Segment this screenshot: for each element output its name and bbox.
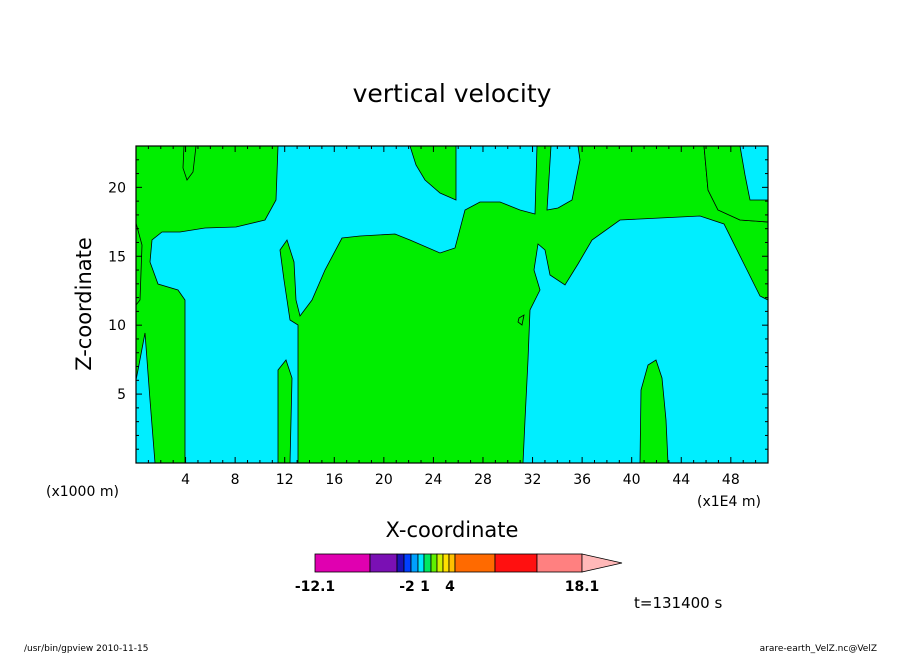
y-tick-label: 10 <box>108 318 126 334</box>
colorbar-segment <box>536 553 583 573</box>
colorbar-segment <box>314 553 371 573</box>
y-axis-label: Z-coordinate <box>72 237 96 371</box>
chart-title: vertical velocity <box>353 79 552 108</box>
y-axis-ticks: 5 10 15 20 <box>108 159 768 450</box>
colorbar-segment <box>403 553 412 573</box>
footer-right: arare-earth_VelZ.nc@VelZ <box>760 644 877 654</box>
colorbar-segment <box>454 553 496 573</box>
colorbar-label: 18.1 <box>565 579 600 595</box>
x-tick-label: 44 <box>672 472 690 488</box>
updraft-region-center <box>182 146 197 181</box>
updraft-region-main <box>277 359 293 463</box>
updraft-speck <box>517 314 525 326</box>
colorbar-segment <box>410 553 419 573</box>
x-axis-ticks: 4 8 12 16 20 24 28 32 36 40 44 48 <box>147 146 757 488</box>
colorbar-segment <box>396 553 405 573</box>
time-label: t=131400 s <box>634 594 722 612</box>
colorbar-segment <box>448 553 456 573</box>
y-tick-label: 5 <box>117 387 126 403</box>
x-tick-label: 4 <box>181 472 190 488</box>
x-tick-label: 40 <box>623 472 641 488</box>
footer-left: /usr/bin/gpview 2010-11-15 <box>24 644 148 654</box>
x-unit-left: (x1000 m) <box>46 484 119 500</box>
colorbar-segment <box>417 553 425 573</box>
x-tick-label: 8 <box>231 472 240 488</box>
colorbar-segment <box>442 553 450 573</box>
colorbar-segment <box>423 553 432 573</box>
y-tick-label: 20 <box>108 180 126 196</box>
y-tick-label: 15 <box>108 249 126 265</box>
updraft-region-right-column <box>639 359 669 463</box>
x-tick-label: 28 <box>474 472 492 488</box>
colorbar-label: 4 <box>445 579 455 595</box>
x-unit-right: (x1E4 m) <box>697 494 761 510</box>
x-tick-label: 20 <box>375 472 393 488</box>
updraft-region-core <box>279 146 768 463</box>
colorbar <box>314 553 623 573</box>
colorbar-label: -12.1 <box>295 579 335 595</box>
x-axis-label: X-coordinate <box>386 518 519 542</box>
contour-fills <box>136 146 768 463</box>
colorbar-segment <box>430 553 438 573</box>
colorbar-segment <box>436 553 444 573</box>
x-tick-label: 16 <box>325 472 343 488</box>
colorbar-label: -2 <box>399 579 415 595</box>
updraft-region-left <box>136 146 279 463</box>
colorbar-segment <box>494 553 538 573</box>
plot-frame <box>135 145 769 464</box>
colorbar-segment <box>369 553 398 573</box>
colorbar-label: 1 <box>420 579 430 595</box>
updraft-region-upper <box>409 146 457 201</box>
x-tick-label: 48 <box>722 472 740 488</box>
updraft-region-right-top <box>703 146 768 223</box>
x-tick-label: 32 <box>524 472 542 488</box>
colorbar-labels: -12.1 -2 1 4 18.1 <box>295 579 599 595</box>
x-tick-label: 36 <box>573 472 591 488</box>
colorbar-extension <box>581 553 623 573</box>
x-tick-label: 12 <box>276 472 294 488</box>
x-tick-label: 24 <box>424 472 442 488</box>
updraft-left-edge <box>136 222 143 306</box>
